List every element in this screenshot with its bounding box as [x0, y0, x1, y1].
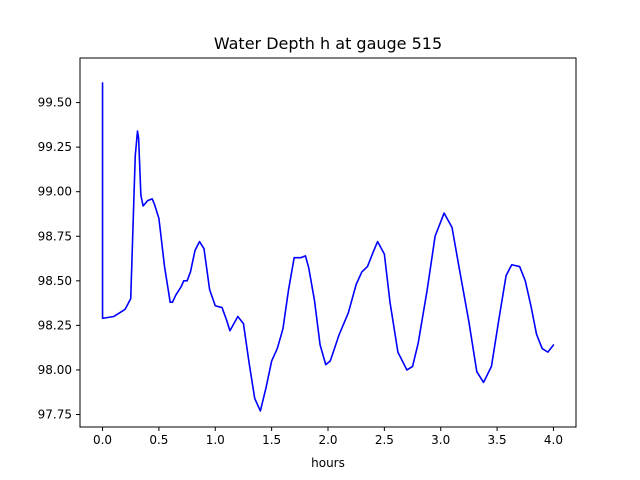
series-line-0: [101, 82, 555, 412]
y-tick-label: 99.00: [38, 185, 72, 199]
x-axis-label: hours: [311, 456, 345, 470]
x-axis: 0.0 0.5 1.0 1.5 2.0 2.5 3.0 3.5 4.0: [93, 427, 563, 447]
x-tick-label: 2.0: [318, 433, 337, 447]
y-tick-label: 99.25: [38, 140, 72, 154]
x-tick-label: 0.0: [93, 433, 112, 447]
chart-title: Water Depth h at gauge 515: [214, 34, 442, 53]
y-tick-label: 98.00: [38, 363, 72, 377]
x-tick-label: 3.0: [431, 433, 450, 447]
y-tick-label: 99.50: [38, 96, 72, 110]
x-tick-label: 4.0: [544, 433, 563, 447]
x-tick-label: 1.5: [262, 433, 281, 447]
x-tick-label: 3.5: [488, 433, 507, 447]
x-tick-label: 0.5: [149, 433, 168, 447]
x-tick-label: 2.5: [375, 433, 394, 447]
y-tick-label: 98.50: [38, 274, 72, 288]
y-tick-label: 98.25: [38, 318, 72, 332]
x-tick-label: 1.0: [206, 433, 225, 447]
y-axis: 97.75 98.00 98.25 98.50 98.75 99.00 99.25 99.50: [38, 96, 80, 422]
y-tick-label: 97.75: [38, 408, 72, 422]
y-tick-label: 98.75: [38, 229, 72, 243]
